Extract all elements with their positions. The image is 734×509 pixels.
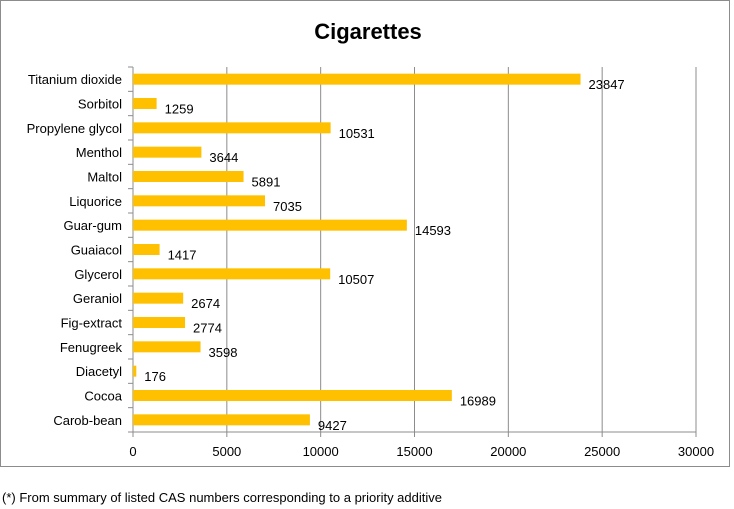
bar (133, 414, 310, 426)
data-label: 2774 (193, 321, 222, 336)
x-tick-label: 15000 (396, 444, 432, 459)
data-label: 7035 (273, 199, 302, 214)
bar (133, 171, 244, 182)
x-tick-label: 20000 (490, 444, 526, 459)
category-label: Propylene glycol (27, 121, 122, 136)
data-label: 176 (144, 369, 166, 384)
data-label: 1417 (168, 248, 197, 263)
data-label: 1259 (165, 102, 194, 117)
bar (133, 219, 407, 231)
bar (133, 365, 137, 377)
category-label: Carob-bean (53, 413, 122, 428)
category-label: Cocoa (84, 389, 122, 404)
category-label: Geraniol (73, 291, 122, 306)
x-tick-label: 5000 (212, 444, 241, 459)
category-label: Liquorice (69, 194, 122, 209)
x-tick-label: 10000 (303, 444, 339, 459)
data-label: 16989 (460, 394, 496, 409)
x-tick-label: 0 (129, 444, 136, 459)
chart-frame: Cigarettes 0 5000 10000 15000 20000 25000 3000… (0, 0, 730, 467)
bar-chart: Cigarettes 0 5000 10000 15000 20000 25000 3000… (27, 19, 714, 459)
data-label: 14593 (415, 223, 451, 238)
bar (133, 292, 184, 304)
category-label: Guaiacol (71, 243, 122, 258)
data-label: 2674 (191, 296, 220, 311)
category-label: Diacetyl (76, 364, 122, 379)
category-label: Glycerol (74, 267, 122, 282)
category-label: Fig-extract (61, 316, 123, 331)
bar (133, 244, 160, 255)
bar (133, 317, 186, 328)
category-label: Sorbitol (78, 97, 122, 112)
category-label: Guar-gum (63, 218, 122, 233)
bar (133, 146, 202, 158)
labels: 0 5000 10000 15000 20000 25000 30000 Carob-bean… (27, 72, 714, 459)
bar (133, 73, 581, 85)
category-label: Maltol (87, 170, 122, 185)
footnote: (*) From summary of listed CAS numbers c… (2, 490, 442, 505)
x-tick-label: 25000 (584, 444, 620, 459)
data-label: 3644 (209, 150, 238, 165)
bars (133, 73, 581, 426)
data-label: 10531 (339, 126, 375, 141)
bar (133, 390, 452, 401)
chart-title: Cigarettes (314, 19, 422, 44)
data-label: 5891 (252, 175, 281, 190)
bar (133, 98, 157, 109)
bar (133, 195, 266, 207)
data-label: 23847 (589, 77, 625, 92)
bar (133, 341, 201, 353)
data-label: 3598 (209, 345, 238, 360)
bar (133, 268, 331, 280)
category-label: Fenugreek (60, 340, 123, 355)
data-label: 10507 (338, 272, 374, 287)
bar (133, 122, 331, 134)
category-label: Menthol (76, 145, 122, 160)
x-tick-label: 30000 (678, 444, 714, 459)
grid-lines (226, 67, 697, 432)
data-label: 9427 (318, 418, 347, 433)
category-label: Titanium dioxide (28, 72, 122, 87)
